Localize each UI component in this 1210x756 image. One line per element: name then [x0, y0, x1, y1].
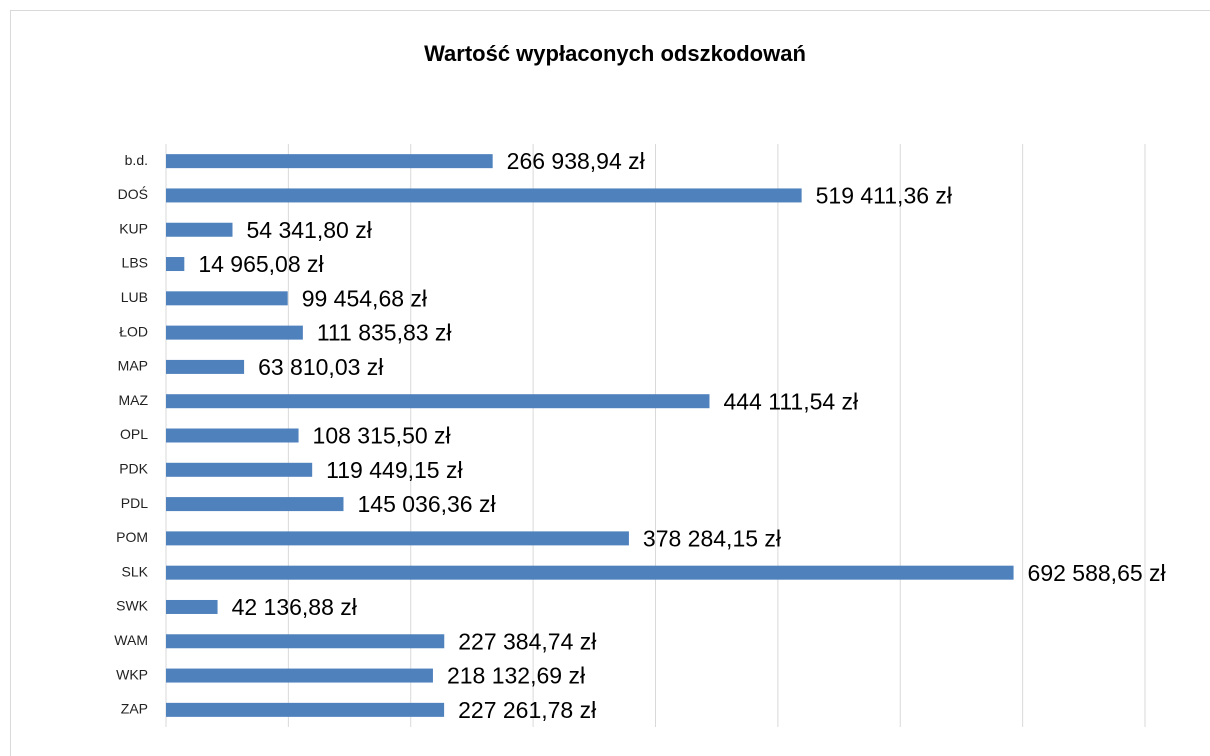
y-tick-label: ŁOD	[119, 323, 148, 339]
y-tick-label: LBS	[122, 255, 148, 271]
data-label: 218 132,69 zł	[447, 663, 585, 689]
y-tick-label: OPL	[120, 426, 148, 442]
y-tick-label: KUP	[119, 220, 148, 236]
y-tick-label: DOŚ	[118, 185, 148, 202]
y-tick-label: ZAP	[121, 701, 148, 717]
bar	[166, 394, 710, 409]
data-label: 108 315,50 zł	[313, 423, 451, 449]
data-label: 63 810,03 zł	[258, 354, 383, 380]
data-label: 227 261,78 zł	[458, 697, 596, 723]
data-label: 227 384,74 zł	[458, 628, 596, 654]
data-label: 519 411,36 zł	[816, 183, 952, 209]
y-tick-label: PDK	[119, 460, 148, 476]
data-label: 119 449,15 zł	[326, 457, 462, 483]
y-tick-label: WAM	[114, 632, 148, 648]
bar	[166, 599, 218, 614]
bar	[166, 634, 445, 649]
data-label: 145 036,36 zł	[357, 491, 495, 517]
data-label: 444 111,54 zł	[723, 388, 858, 414]
bar	[166, 428, 299, 443]
y-tick-label: b.d.	[125, 152, 148, 168]
bar	[166, 668, 433, 683]
data-label: 378 284,15 zł	[643, 525, 781, 551]
y-tick-label: MAP	[118, 358, 148, 374]
y-tick-label: SLK	[122, 563, 149, 579]
bar	[166, 531, 629, 546]
y-tick-label: MAZ	[118, 392, 148, 408]
bar	[166, 154, 493, 169]
bar	[166, 359, 245, 374]
chart-frame	[10, 10, 1210, 756]
bar	[166, 565, 1014, 580]
bar	[166, 462, 313, 477]
bar	[166, 702, 445, 717]
y-tick-label: SWK	[116, 598, 149, 614]
data-label: 42 136,88 zł	[232, 594, 357, 620]
data-label: 111 835,83 zł	[317, 320, 452, 346]
data-label: 14 965,08 zł	[198, 251, 323, 277]
y-tick-label: PDL	[121, 495, 148, 511]
bar	[166, 222, 233, 237]
bar	[166, 325, 303, 340]
data-label: 692 588,65 zł	[1028, 560, 1166, 586]
y-tick-label: LUB	[121, 289, 148, 305]
bar	[166, 497, 344, 512]
y-tick-label: POM	[116, 529, 148, 545]
data-label: 99 454,68 zł	[302, 285, 427, 311]
y-tick-label: WKP	[116, 666, 148, 682]
data-label: 54 341,80 zł	[247, 217, 372, 243]
bar	[166, 257, 185, 272]
bar	[166, 291, 288, 306]
chart-title: Wartość wypłaconych odszkodowań	[424, 41, 806, 66]
bar	[166, 188, 802, 203]
data-label: 266 938,94 zł	[507, 148, 645, 174]
